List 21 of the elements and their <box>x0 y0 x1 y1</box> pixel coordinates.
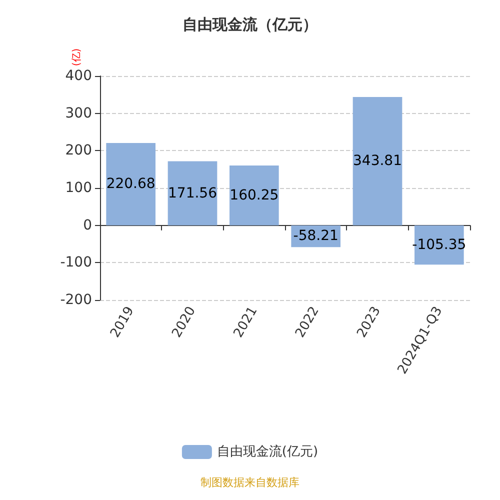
data-label: 343.81 <box>353 153 402 170</box>
y-tick-label: -200 <box>60 292 92 308</box>
data-label: 220.68 <box>106 176 156 192</box>
bar <box>106 142 156 226</box>
bar <box>168 161 218 226</box>
data-label: 160.25 <box>230 187 279 204</box>
bar <box>230 166 279 226</box>
legend-label: 自由现金流(亿元) <box>216 444 318 460</box>
y-tick-label: -100 <box>60 254 92 271</box>
y-axis-title: (亿) <box>72 48 82 66</box>
y-tick-label: 0 <box>83 217 92 234</box>
data-label: -58.21 <box>293 228 338 244</box>
y-tick-label: 400 <box>65 68 92 84</box>
text: 制图数据来自数据库 <box>200 476 300 489</box>
y-tick-label: 200 <box>65 142 92 159</box>
y-tick-label: 100 <box>65 180 92 196</box>
data-label: -105.35 <box>412 237 466 253</box>
bar <box>352 96 402 226</box>
y-tick-label: 300 <box>65 105 92 122</box>
chart-title: 自由现金流（亿元） <box>182 16 318 34</box>
data-label: 171.56 <box>168 185 218 202</box>
